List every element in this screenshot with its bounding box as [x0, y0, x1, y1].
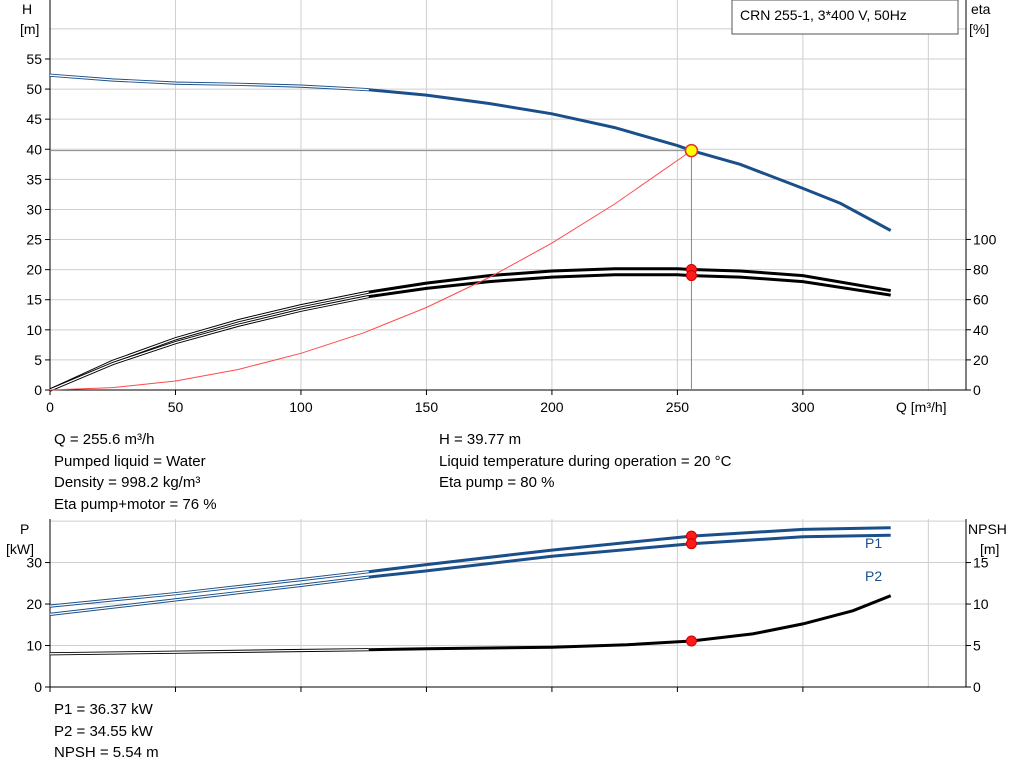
series-eta_pump_motor-thin-core	[49, 295, 369, 391]
series-eta_pump-line	[368, 267, 891, 294]
bottom-plot-area	[50, 519, 966, 687]
bottom-y-tick-label: 20	[26, 596, 42, 612]
bottom-y-axis-label: P	[20, 521, 29, 537]
info-npsh: NPSH = 5.54 m	[54, 744, 159, 761]
top-y-tick-label: 20	[26, 262, 42, 278]
top-y-axis-label: H	[22, 1, 32, 17]
series-system_curve-line	[49, 150, 692, 391]
series-eta_pump-thin-core	[49, 291, 369, 391]
top-y-tick-label: 25	[26, 232, 42, 248]
marker-eta-pump-motor	[685, 270, 697, 282]
top-y-tick-label: 15	[26, 292, 42, 308]
chart-title-box	[731, 0, 959, 35]
bottom-yr-tick-label: 10	[973, 596, 989, 612]
info-flow: Q = 255.6 m³/h	[54, 431, 155, 448]
top-plot-area	[50, 0, 966, 390]
top-y-axis-unit: [m]	[20, 21, 39, 37]
series-eta_pump_motor-line	[368, 273, 891, 299]
top-yr-tick-label: 40	[973, 322, 989, 338]
top-y-tick-label: 0	[34, 382, 42, 398]
info-p2: P2 = 34.55 kW	[54, 722, 153, 740]
top-y-tick-label: 5	[34, 352, 42, 368]
info-bottom: P1 = 36.37 kW P2 = 34.55 kW NPSH = 5.54 …	[54, 699, 159, 764]
top-y-tick-label: 30	[26, 201, 42, 217]
info-liquid: Pumped liquid = Water	[54, 452, 206, 470]
top-x-tick-label: 200	[540, 399, 564, 415]
bottom-yr-axis-unit: [m]	[980, 541, 999, 557]
info-eta-pump-motor: Eta pump+motor = 76 %	[54, 495, 217, 513]
bottom-yr-axis-label: NPSH	[968, 521, 1007, 537]
info-head: H = 39.77 m	[439, 431, 522, 448]
marker-p2	[685, 538, 697, 550]
bottom-y-tick-label: 30	[26, 555, 42, 571]
info-p1: P1 = 36.37 kW	[54, 701, 153, 718]
info-top-left: Q = 255.6 m³/h Pumped liquid = Water Den…	[54, 429, 217, 515]
top-x-tick-label: 300	[791, 399, 815, 415]
series-NPSH-thin-core	[49, 649, 369, 655]
series-label-p1: P1	[865, 535, 882, 551]
top-y-tick-label: 55	[26, 51, 42, 67]
bottom-y-tick-label: 0	[34, 679, 42, 695]
top-x-tick-label: 250	[666, 399, 690, 415]
top-yr-tick-label: 100	[973, 231, 997, 247]
top-x-tick-label: 150	[415, 399, 439, 415]
series-H-thin-core	[49, 74, 369, 91]
bottom-yr-tick-label: 5	[973, 638, 981, 654]
info-eta-pump: Eta pump = 80 %	[439, 474, 555, 491]
top-yr-tick-label: 80	[973, 262, 989, 278]
top-yr-axis-label: eta	[971, 1, 991, 17]
marker-duty-point	[684, 143, 699, 158]
bottom-y-tick-label: 10	[26, 638, 42, 654]
top-x-axis-label: Q [m³/h]	[896, 399, 947, 415]
top-y-tick-label: 45	[26, 111, 42, 127]
top-x-tick-label: 100	[289, 399, 313, 415]
top-y-tick-label: 35	[26, 171, 42, 187]
top-yr-tick-label: 20	[973, 352, 989, 368]
top-y-tick-label: 40	[26, 141, 42, 157]
top-y-tick-label: 10	[26, 322, 42, 338]
bottom-yr-tick-label: 0	[973, 679, 981, 695]
series-P1-thin-core	[49, 571, 369, 607]
info-density: Density = 998.2 kg/m³	[54, 474, 201, 491]
series-label-p2: P2	[865, 568, 882, 584]
chart-title: CRN 255-1, 3*400 V, 50Hz	[740, 7, 907, 23]
info-top-right: H = 39.77 m Liquid temperature during op…	[439, 429, 731, 494]
top-x-tick-label: 50	[168, 399, 184, 415]
info-temperature: Liquid temperature during operation = 20…	[439, 452, 732, 470]
bottom-y-axis-unit: [kW]	[6, 541, 34, 557]
series-P2-line	[368, 533, 891, 579]
bottom-yr-tick-label: 15	[973, 555, 989, 571]
marker-npsh	[685, 635, 697, 647]
top-x-tick-label: 0	[46, 399, 54, 415]
top-yr-axis-unit: [%]	[969, 21, 989, 37]
series-P2-thin-core	[49, 576, 369, 616]
series-H-line	[368, 88, 892, 232]
series-P1-line	[368, 526, 891, 574]
top-yr-tick-label: 60	[973, 292, 989, 308]
top-yr-tick-label: 0	[973, 382, 981, 398]
top-y-tick-label: 50	[26, 81, 42, 97]
